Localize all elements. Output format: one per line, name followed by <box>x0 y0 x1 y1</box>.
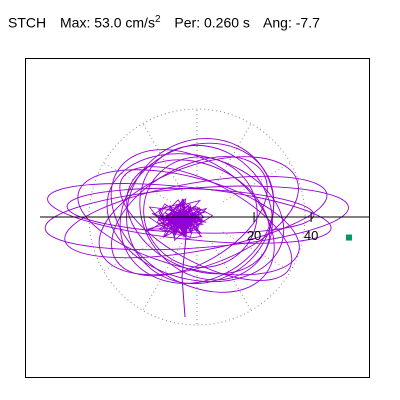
trace-loop <box>111 156 268 277</box>
motion-trace <box>44 138 349 318</box>
trace-loop <box>98 156 299 276</box>
chart-header: STCH Max: 53.0 cm/s2 Per: 0.260 s Ang: -… <box>8 14 320 31</box>
grid-spoke <box>222 162 291 203</box>
period-value: 0.260 s <box>203 14 250 31</box>
trace-loop <box>66 187 315 234</box>
trace-loop <box>47 183 332 244</box>
max-unit-exponent: 2 <box>154 14 161 25</box>
plot-frame <box>25 58 370 378</box>
angle-label: Ang: <box>263 14 292 31</box>
max-unit: cm/s <box>125 14 155 31</box>
angle-value: -7.7 <box>295 14 320 31</box>
trace-loop <box>64 175 328 259</box>
peak-marker-layer <box>345 234 352 241</box>
trace-loop <box>139 144 273 281</box>
peak-marker <box>345 234 352 241</box>
trace-tail <box>181 226 188 318</box>
axes <box>40 212 370 222</box>
trace-loop <box>77 169 300 276</box>
radial-tick-label: 20 <box>247 228 261 243</box>
tick-labels: 20 40 <box>247 228 319 243</box>
trace-loop <box>119 166 293 281</box>
grid-spoke <box>103 231 172 272</box>
radial-tick-label: 40 <box>304 228 318 243</box>
trace-loop <box>126 159 271 275</box>
station-code: STCH <box>8 14 47 31</box>
max-value: 53.0 <box>94 14 122 31</box>
grid-spoke <box>103 162 172 203</box>
grid-spoke <box>222 231 291 272</box>
max-label: Max: <box>60 14 91 31</box>
grid-spoke <box>142 123 183 192</box>
trace-loop <box>106 153 285 283</box>
period-label: Per: <box>174 14 201 31</box>
trace-core <box>145 197 214 242</box>
